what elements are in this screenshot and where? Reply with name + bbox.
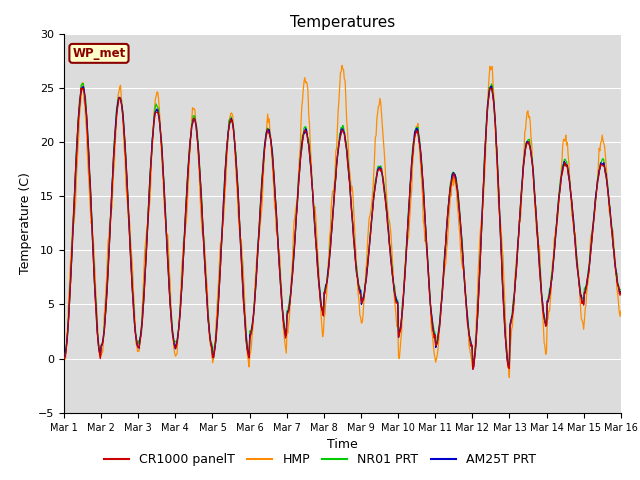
Y-axis label: Temperature (C): Temperature (C) bbox=[19, 172, 33, 274]
X-axis label: Time: Time bbox=[327, 438, 358, 451]
Text: WP_met: WP_met bbox=[72, 47, 125, 60]
Title: Temperatures: Temperatures bbox=[290, 15, 395, 30]
Legend: CR1000 panelT, HMP, NR01 PRT, AM25T PRT: CR1000 panelT, HMP, NR01 PRT, AM25T PRT bbox=[99, 448, 541, 471]
